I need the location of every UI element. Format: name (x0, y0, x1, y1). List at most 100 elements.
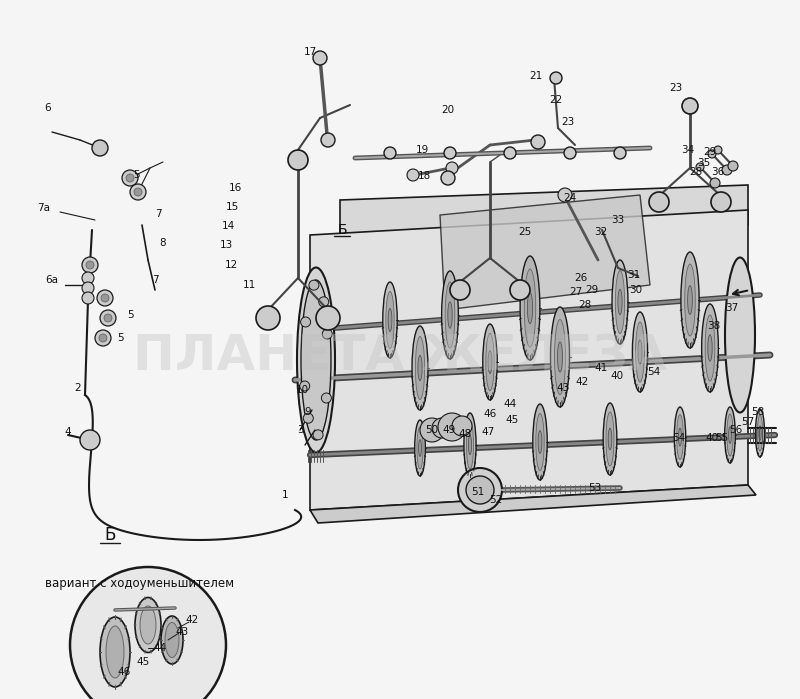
Circle shape (82, 292, 94, 304)
Ellipse shape (688, 286, 692, 315)
Text: 29: 29 (703, 147, 717, 157)
Circle shape (92, 140, 108, 156)
Text: 7: 7 (154, 209, 162, 219)
Circle shape (100, 310, 116, 326)
Circle shape (696, 163, 704, 171)
Ellipse shape (705, 315, 715, 381)
Text: 46: 46 (118, 667, 130, 677)
Text: 4: 4 (65, 427, 71, 437)
Text: 18: 18 (418, 171, 430, 181)
Ellipse shape (725, 407, 735, 463)
Circle shape (101, 294, 109, 302)
Text: Б: Б (104, 526, 116, 544)
Ellipse shape (135, 598, 161, 652)
Text: 33: 33 (611, 215, 625, 225)
Text: 57: 57 (742, 417, 754, 427)
Text: 5: 5 (126, 310, 134, 320)
Text: 8: 8 (160, 238, 166, 248)
Ellipse shape (702, 304, 718, 392)
Text: 29: 29 (586, 285, 598, 295)
Text: 34: 34 (682, 145, 694, 155)
Text: 47: 47 (482, 427, 494, 437)
Ellipse shape (418, 355, 422, 380)
Text: 26: 26 (574, 273, 588, 283)
Circle shape (504, 147, 516, 159)
Circle shape (134, 188, 142, 196)
Ellipse shape (388, 308, 392, 331)
Circle shape (80, 430, 100, 450)
Circle shape (452, 416, 472, 436)
Text: 45: 45 (506, 415, 518, 425)
Text: вариант с ходоуменьшителем: вариант с ходоуменьшителем (45, 577, 234, 589)
Circle shape (564, 147, 576, 159)
Ellipse shape (140, 606, 156, 644)
Circle shape (614, 147, 626, 159)
Circle shape (450, 280, 470, 300)
Circle shape (313, 430, 323, 440)
Text: 16: 16 (228, 183, 242, 193)
Circle shape (104, 314, 112, 322)
Ellipse shape (382, 282, 398, 358)
Ellipse shape (482, 324, 498, 400)
Text: 46: 46 (483, 409, 497, 419)
Ellipse shape (469, 435, 472, 454)
Ellipse shape (488, 351, 492, 373)
Circle shape (95, 330, 111, 346)
Circle shape (322, 393, 331, 403)
Text: 2: 2 (74, 383, 82, 393)
Text: 54: 54 (647, 367, 661, 377)
Text: 42: 42 (575, 377, 589, 387)
Circle shape (649, 192, 669, 212)
Circle shape (321, 133, 335, 147)
Circle shape (130, 184, 146, 200)
Circle shape (126, 174, 134, 182)
Ellipse shape (618, 289, 622, 315)
Circle shape (82, 257, 98, 273)
Text: 25: 25 (518, 227, 532, 237)
Ellipse shape (558, 342, 562, 372)
Text: 17: 17 (303, 47, 317, 57)
Circle shape (99, 334, 107, 342)
Ellipse shape (608, 428, 612, 449)
Text: 41: 41 (594, 363, 608, 373)
Ellipse shape (603, 403, 617, 475)
Circle shape (309, 280, 319, 290)
Text: 48: 48 (458, 429, 472, 439)
Ellipse shape (606, 412, 614, 466)
Circle shape (322, 329, 332, 339)
Ellipse shape (161, 616, 183, 664)
Text: 44: 44 (154, 643, 166, 653)
Circle shape (550, 72, 562, 84)
Circle shape (420, 418, 444, 442)
Circle shape (510, 280, 530, 300)
Circle shape (82, 272, 94, 284)
Ellipse shape (725, 257, 755, 412)
Text: 13: 13 (219, 240, 233, 250)
Text: 35: 35 (698, 158, 710, 168)
Polygon shape (310, 485, 756, 523)
Circle shape (313, 51, 327, 65)
Text: 15: 15 (226, 202, 238, 212)
Polygon shape (440, 195, 650, 310)
Ellipse shape (638, 340, 642, 364)
Circle shape (708, 150, 716, 158)
Ellipse shape (636, 322, 645, 382)
Circle shape (466, 476, 494, 504)
Ellipse shape (632, 312, 648, 392)
Text: 45: 45 (136, 657, 150, 667)
Ellipse shape (386, 291, 394, 349)
Text: 42: 42 (186, 615, 198, 625)
Ellipse shape (554, 319, 566, 394)
Text: 23: 23 (670, 83, 682, 93)
Text: 40: 40 (706, 433, 718, 443)
Text: 28: 28 (690, 167, 702, 177)
Text: 9: 9 (305, 407, 311, 417)
Ellipse shape (727, 414, 733, 456)
Circle shape (384, 147, 396, 159)
Text: ПЛАНЕТА ЖЕЛЕЗА: ПЛАНЕТА ЖЕЛЕЗА (133, 333, 667, 380)
Text: 12: 12 (224, 260, 238, 270)
Circle shape (301, 317, 310, 327)
Text: 51: 51 (471, 487, 485, 497)
Text: 32: 32 (594, 227, 608, 237)
Text: 23: 23 (562, 117, 574, 127)
